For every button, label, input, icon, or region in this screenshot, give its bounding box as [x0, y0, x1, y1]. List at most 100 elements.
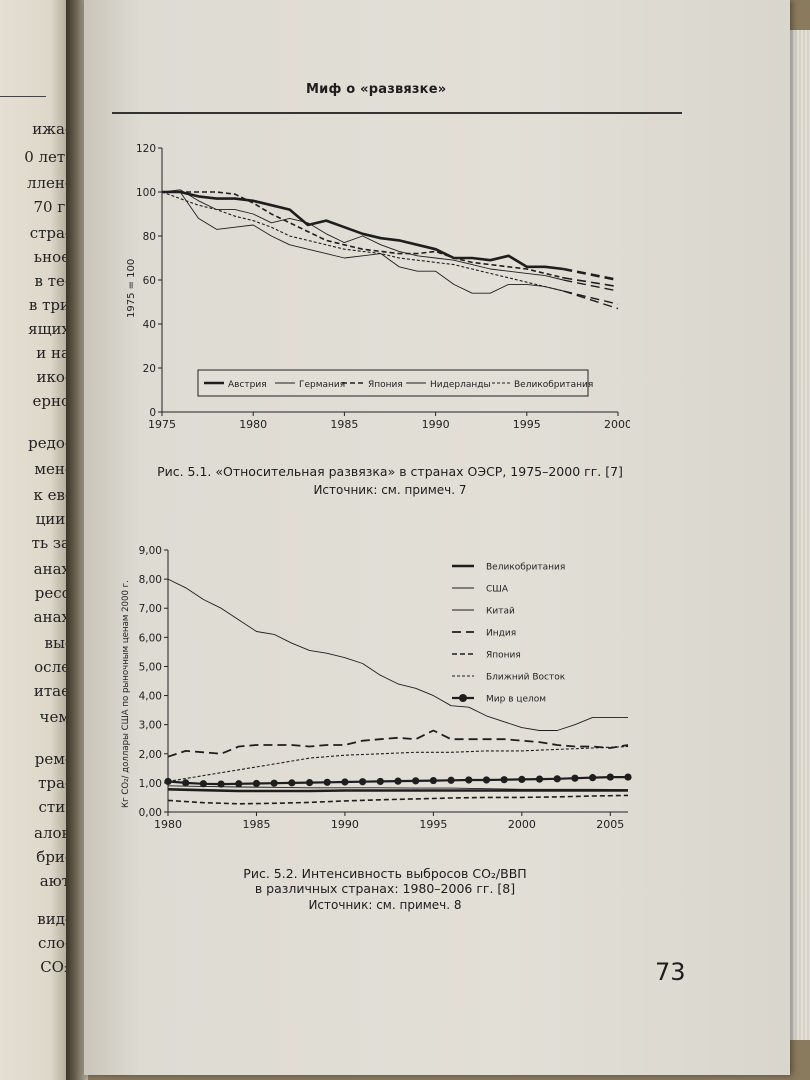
figure-5-1-chart: 0 20 40 60 80 100 120 1975 1980 1985 1990 1995 2000 1… — [126, 143, 630, 431]
left-page-line: осле — [34, 658, 70, 676]
page-number: 73 — [655, 958, 686, 986]
legend-label: Ближний Восток — [486, 673, 566, 683]
left-page-line: вид- — [37, 910, 70, 928]
data-point — [323, 778, 331, 786]
data-point — [500, 776, 508, 784]
y-tick-label: 4,00 — [139, 691, 162, 703]
left-page-line: ции, — [35, 510, 70, 528]
y-tick-label: 8,00 — [139, 574, 162, 586]
x-tick-label: 1975 — [148, 418, 176, 431]
left-page-line: анах — [33, 608, 70, 626]
data-point — [465, 776, 473, 784]
right-page — [84, 0, 790, 1075]
series-projection-4 — [563, 290, 619, 310]
y-tick-label: 80 — [143, 231, 156, 243]
left-page-line: сти. — [38, 798, 70, 816]
legend-label: Мир в целом — [486, 695, 546, 705]
x-tick-label: 1980 — [239, 418, 267, 431]
data-point — [482, 776, 491, 784]
series-line-3 — [162, 191, 564, 294]
left-page-line: редо- — [28, 434, 70, 452]
legend-label: Китай — [486, 607, 515, 617]
y-tick-label: 60 — [143, 275, 156, 287]
series-projection-1 — [563, 279, 619, 292]
left-page-line: рем- — [34, 750, 70, 768]
data-point — [341, 778, 349, 786]
data-point — [199, 780, 207, 788]
data-point — [606, 773, 614, 781]
legend-marker — [459, 694, 467, 702]
data-point — [394, 777, 402, 785]
x-tick-label: 2000 — [604, 418, 630, 431]
left-page-line: тра- — [38, 774, 70, 792]
y-tick-label: 2,00 — [139, 749, 162, 761]
series-projection-0 — [563, 267, 619, 282]
data-point — [447, 776, 455, 784]
figure-5-2-source: Источник: см. примеч. 8 — [308, 898, 462, 912]
y-axis-label: Кг CO₂/ доллары США по рыночным ценам 20… — [121, 580, 131, 808]
series-line-4 — [167, 794, 629, 805]
left-page-line: CO₂ — [40, 958, 70, 976]
legend-label: Япония — [368, 380, 403, 390]
legend-label: США — [486, 585, 509, 595]
figure-5-2-title: Рис. 5.2. Интенсивность выбросов CO₂/ВВП — [243, 866, 527, 881]
data-point — [412, 777, 420, 785]
legend-label: Великобритания — [486, 563, 565, 573]
left-page-line: ть за — [31, 534, 70, 552]
y-tick-label: 3,00 — [139, 720, 162, 732]
x-tick-label: 1990 — [331, 818, 359, 831]
y-tick-label: 20 — [143, 363, 156, 375]
series-projection-3 — [563, 290, 619, 305]
data-point — [553, 775, 561, 783]
left-page-line: 0 лет. — [24, 148, 70, 166]
legend-label: Япония — [486, 651, 521, 661]
y-tick-label: 0,00 — [139, 807, 162, 819]
book-gutter — [66, 0, 88, 1080]
left-page-line: ящих — [28, 320, 70, 338]
legend-label: Великобритания — [514, 380, 593, 390]
left-page-line: алов — [34, 824, 70, 842]
left-page-line: ижа- — [32, 120, 70, 138]
series-line-2 — [162, 191, 564, 279]
y-tick-label: 1,00 — [139, 778, 162, 790]
series-line-1 — [167, 785, 629, 791]
y-tick-label: 7,00 — [139, 603, 162, 615]
data-point — [182, 779, 190, 787]
x-tick-label: 1985 — [242, 818, 270, 831]
series-line-1 — [161, 189, 564, 281]
left-page-line: в три — [28, 296, 70, 314]
left-page-line: 70 г. — [33, 198, 70, 216]
x-tick-label: 1980 — [154, 818, 182, 831]
left-page-line: и на — [36, 344, 70, 362]
data-point — [252, 779, 261, 788]
figure-5-2-chart: 0,00 1,00 2,00 3,00 4,00 5,00 6,00 7,00 8,00 9,00… — [121, 545, 632, 831]
left-page-line: ллен- — [26, 174, 70, 192]
series-projection-2 — [563, 277, 619, 288]
left-page-line: ико- — [36, 368, 70, 386]
y-tick-label: 6,00 — [139, 632, 162, 644]
legend-box — [197, 369, 589, 397]
data-point — [217, 780, 225, 788]
data-point — [429, 776, 437, 785]
series-line-2 — [167, 578, 628, 731]
legend-label: Германия — [299, 380, 345, 390]
data-point — [270, 779, 278, 787]
figure-5-2-caption: Рис. 5.2. Интенсивность выбросов CO₂/ВВП… — [200, 866, 570, 912]
data-point — [376, 777, 384, 786]
left-page-line: ресс — [34, 584, 70, 602]
series-line-5 — [167, 745, 629, 782]
x-tick-label: 1995 — [419, 818, 447, 831]
x-tick-label: 1985 — [330, 418, 358, 431]
y-tick-label: 40 — [143, 319, 156, 331]
left-page-line: бри- — [36, 848, 70, 866]
data-point — [305, 778, 314, 787]
series-line-4 — [161, 191, 564, 292]
running-title: Миф о «развязке» — [306, 82, 447, 97]
series-line-0 — [162, 190, 564, 271]
page-edges — [786, 30, 810, 1040]
figure-5-1-title: Рис. 5.1. «Относительная развязка» в стр… — [157, 464, 623, 479]
left-page-line: к ев- — [33, 486, 70, 504]
left-page-line: в те- — [34, 272, 70, 290]
y-axis-label: 1975 = 100 — [126, 259, 137, 318]
left-page-line: ают — [39, 872, 70, 890]
